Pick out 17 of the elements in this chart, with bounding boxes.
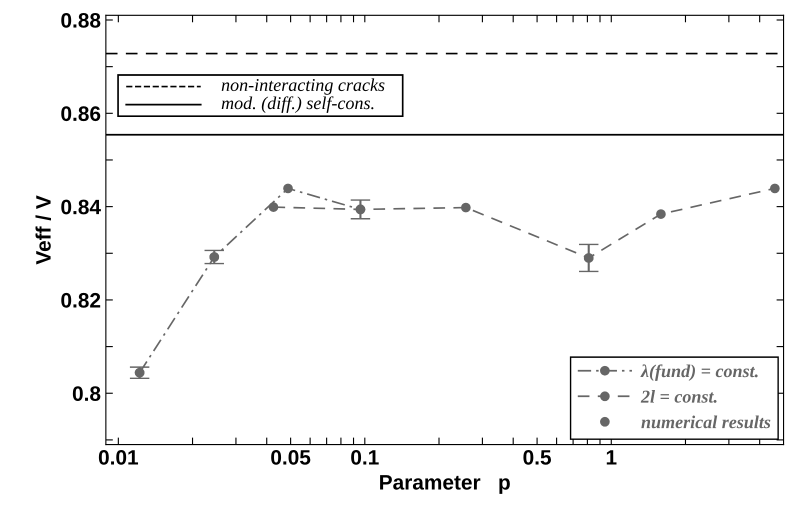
legend-label: numerical results (641, 416, 770, 428)
x-axis-title: Parameter p (380, 475, 510, 494)
x-tick-label: 0.1 (351, 450, 379, 465)
legend-label: 2l = const. (640, 390, 717, 403)
x-tick-label: 0.01 (98, 450, 138, 465)
y-tick-label: 0.88 (61, 12, 100, 28)
y-tick-label: 0.84 (61, 200, 101, 214)
y-tick-label: 0.8 (72, 386, 100, 401)
x-tick-label: 0.5 (523, 450, 551, 465)
x-tick-label: 0.05 (271, 450, 310, 465)
x-tick-label: 1 (606, 450, 616, 465)
y-tick-label: 0.86 (61, 106, 100, 122)
legend-label: mod. (diff.) self-cons. (222, 96, 374, 113)
legend-label: λ(fund) = const. (640, 364, 758, 381)
legend-label: non-interacting cracks (222, 78, 384, 95)
y-tick-label: 0.82 (61, 292, 100, 308)
y-axis-title: Veff / V (35, 195, 51, 265)
